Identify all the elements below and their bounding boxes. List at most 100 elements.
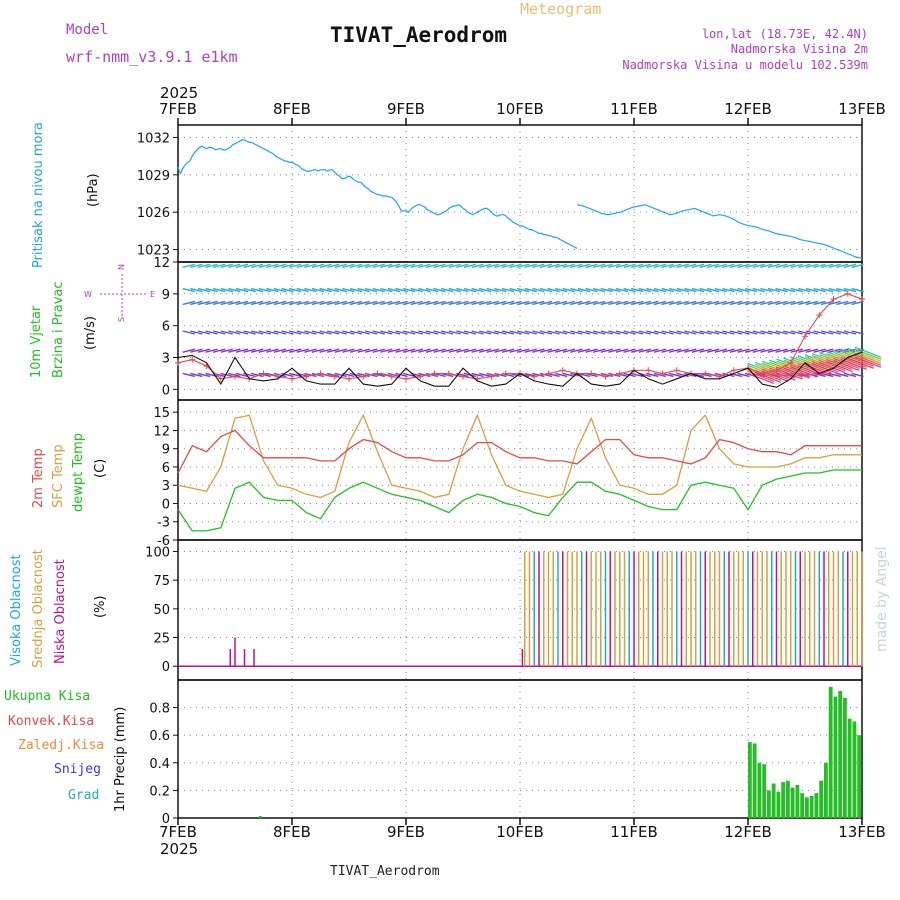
wind-barb (486, 300, 499, 306)
wind-barb (273, 372, 287, 378)
wind-barb (744, 263, 758, 268)
wind-barb (334, 330, 347, 335)
wind-barb (836, 287, 849, 293)
y-tick-label: 9 (162, 288, 170, 303)
wind-barb (372, 300, 385, 306)
wind-barb (478, 348, 492, 353)
wind-barb (752, 348, 765, 353)
sfc-temp-line (177, 413, 862, 499)
wind-barb (235, 263, 249, 268)
y-tick-label: 1026 (137, 206, 170, 221)
wind-barb (509, 287, 522, 293)
legend-frontal-rain: Zaledj.Kisa (18, 738, 104, 753)
wind-barb (714, 263, 727, 268)
wind-barb (288, 330, 302, 335)
top-date-label: 9FEB (387, 100, 425, 118)
wind-barb (402, 372, 416, 378)
wind-barb-strong (854, 354, 882, 366)
wind-barb (190, 330, 203, 335)
wind-barb (364, 263, 378, 268)
wind-barb (760, 348, 773, 353)
wind-barb (319, 330, 332, 335)
top-date-label: 13FEB (838, 100, 885, 118)
wind-barb (410, 287, 423, 293)
wind-barb (220, 263, 233, 268)
panels: 1023 1026 1029 1032 0 3 6 9 12 -6 -3 0 3 6 9 12 15 0 25 50 7… (137, 124, 882, 827)
compass-w: W (84, 290, 92, 299)
legend-snow: Snijeg (54, 762, 101, 777)
wind-barb (516, 287, 530, 293)
wind-axis-title-2: Brzina i Pravac (51, 281, 66, 378)
wind-barb (646, 263, 659, 268)
wind-barb (532, 263, 545, 268)
wind-barb (418, 348, 431, 353)
top-date-label: 7FEB (159, 100, 197, 118)
wind-barb (395, 287, 408, 293)
wind-barb (190, 300, 203, 306)
wind-barb (342, 287, 355, 293)
wind-barb (448, 287, 461, 293)
wind-barb (798, 348, 811, 353)
wind-barb (425, 372, 439, 378)
wind-barb (760, 263, 773, 268)
wind-barb (395, 348, 408, 353)
wind-barb (668, 300, 682, 306)
wind-barb (760, 300, 773, 306)
precip-bar (762, 764, 767, 818)
wind-unit: (m/s) (83, 316, 98, 350)
wind-barb (782, 287, 796, 293)
wind-barb (190, 348, 203, 353)
wind-barb (524, 330, 537, 335)
wind-barb (585, 287, 598, 293)
wind-barb (539, 372, 553, 378)
bottom-date-label: 9FEB (387, 823, 425, 841)
wind-barb (281, 300, 294, 306)
wind-barb (304, 287, 317, 293)
panel-temperature: -6 -3 0 3 6 9 12 15 (153, 399, 863, 549)
wind-barb (478, 287, 492, 293)
wind-barb (539, 263, 553, 268)
wind-barb (250, 372, 264, 378)
wind-barb (722, 330, 735, 335)
wind-barb (623, 348, 636, 353)
wind-barb-strong (847, 355, 874, 367)
wind-barb (668, 348, 682, 353)
wind-barb (524, 287, 537, 293)
wind-barb (722, 348, 735, 353)
wind-barb (729, 263, 743, 268)
pressure-axis-title: Pritisak na nivou mora (31, 122, 46, 268)
wind-barb (547, 263, 560, 268)
wind-barb-strong (747, 372, 775, 385)
wind-barb (554, 263, 568, 268)
wind-barb (258, 287, 271, 293)
wind-barb (220, 372, 233, 378)
wind-barb (790, 263, 803, 268)
wind-barb (228, 372, 241, 378)
wind-gust-line (177, 351, 863, 388)
y-tick-label: 0.2 (149, 784, 170, 799)
wind-barb (775, 348, 788, 353)
wind-barb (372, 263, 385, 268)
wind-barb (608, 300, 621, 306)
wind-barb (592, 300, 606, 306)
wind-barb (752, 263, 765, 268)
wind-barb (402, 300, 416, 306)
precip-bar (833, 696, 838, 818)
wind-barb (197, 263, 211, 268)
precip-trace (258, 816, 262, 818)
y-tick-label: 100 (145, 545, 170, 560)
high-cloud-axis-title: Visoka Oblacnost (9, 554, 24, 666)
wind-barb (661, 330, 674, 335)
wind-barb (509, 330, 522, 335)
wind-barb (311, 348, 325, 353)
wind-barb (463, 348, 477, 353)
panel-frame (177, 399, 863, 541)
wind-barb (463, 287, 477, 293)
wind-barb (577, 287, 591, 293)
wind-barb (805, 287, 819, 293)
precip-bar (781, 782, 786, 818)
wind-barb-strong (833, 359, 860, 371)
wind-barb (577, 330, 591, 335)
wind-barb (342, 300, 355, 306)
wind-barb (478, 330, 492, 335)
